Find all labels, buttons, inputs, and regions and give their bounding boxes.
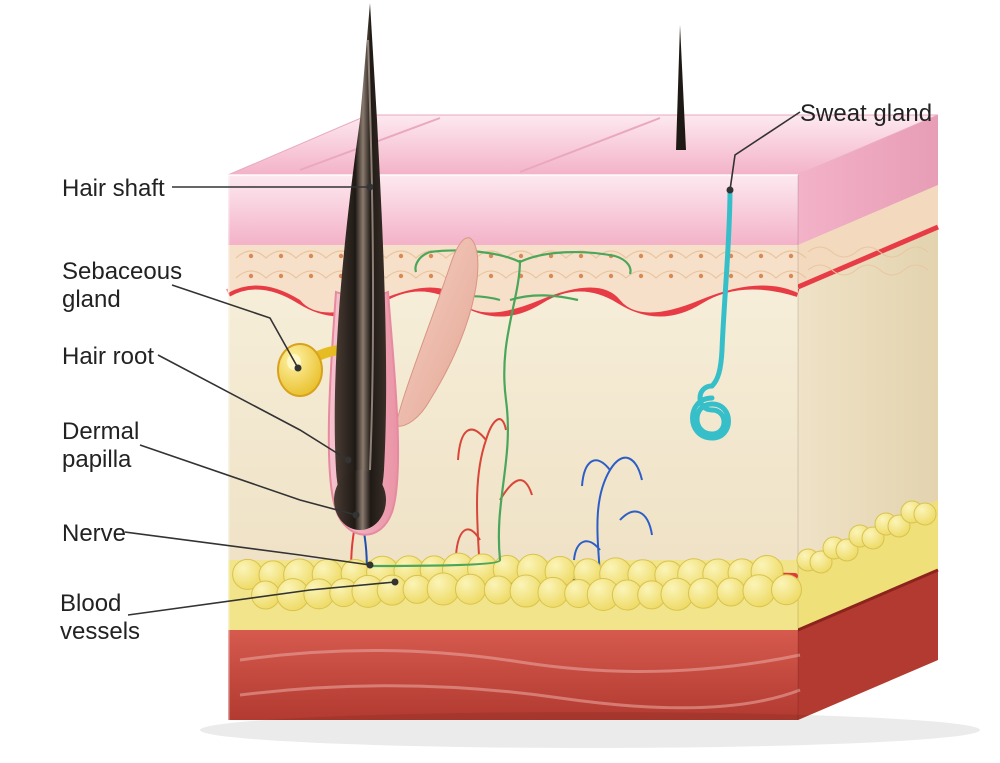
label-hair-root: Hair root [62,343,154,371]
dermis-layer [228,287,798,560]
label-sebaceous-gland: Sebaceous gland [62,258,182,313]
label-nerve: Nerve [62,520,126,548]
hair-secondary [676,25,686,150]
label-dermal-papilla: Dermal papilla [62,418,139,473]
label-sweat-gland: Sweat gland [800,100,932,128]
label-hair-shaft: Hair shaft [62,175,165,203]
label-blood-vessels: Blood vessels [60,590,140,645]
epidermis-layer [228,175,798,245]
